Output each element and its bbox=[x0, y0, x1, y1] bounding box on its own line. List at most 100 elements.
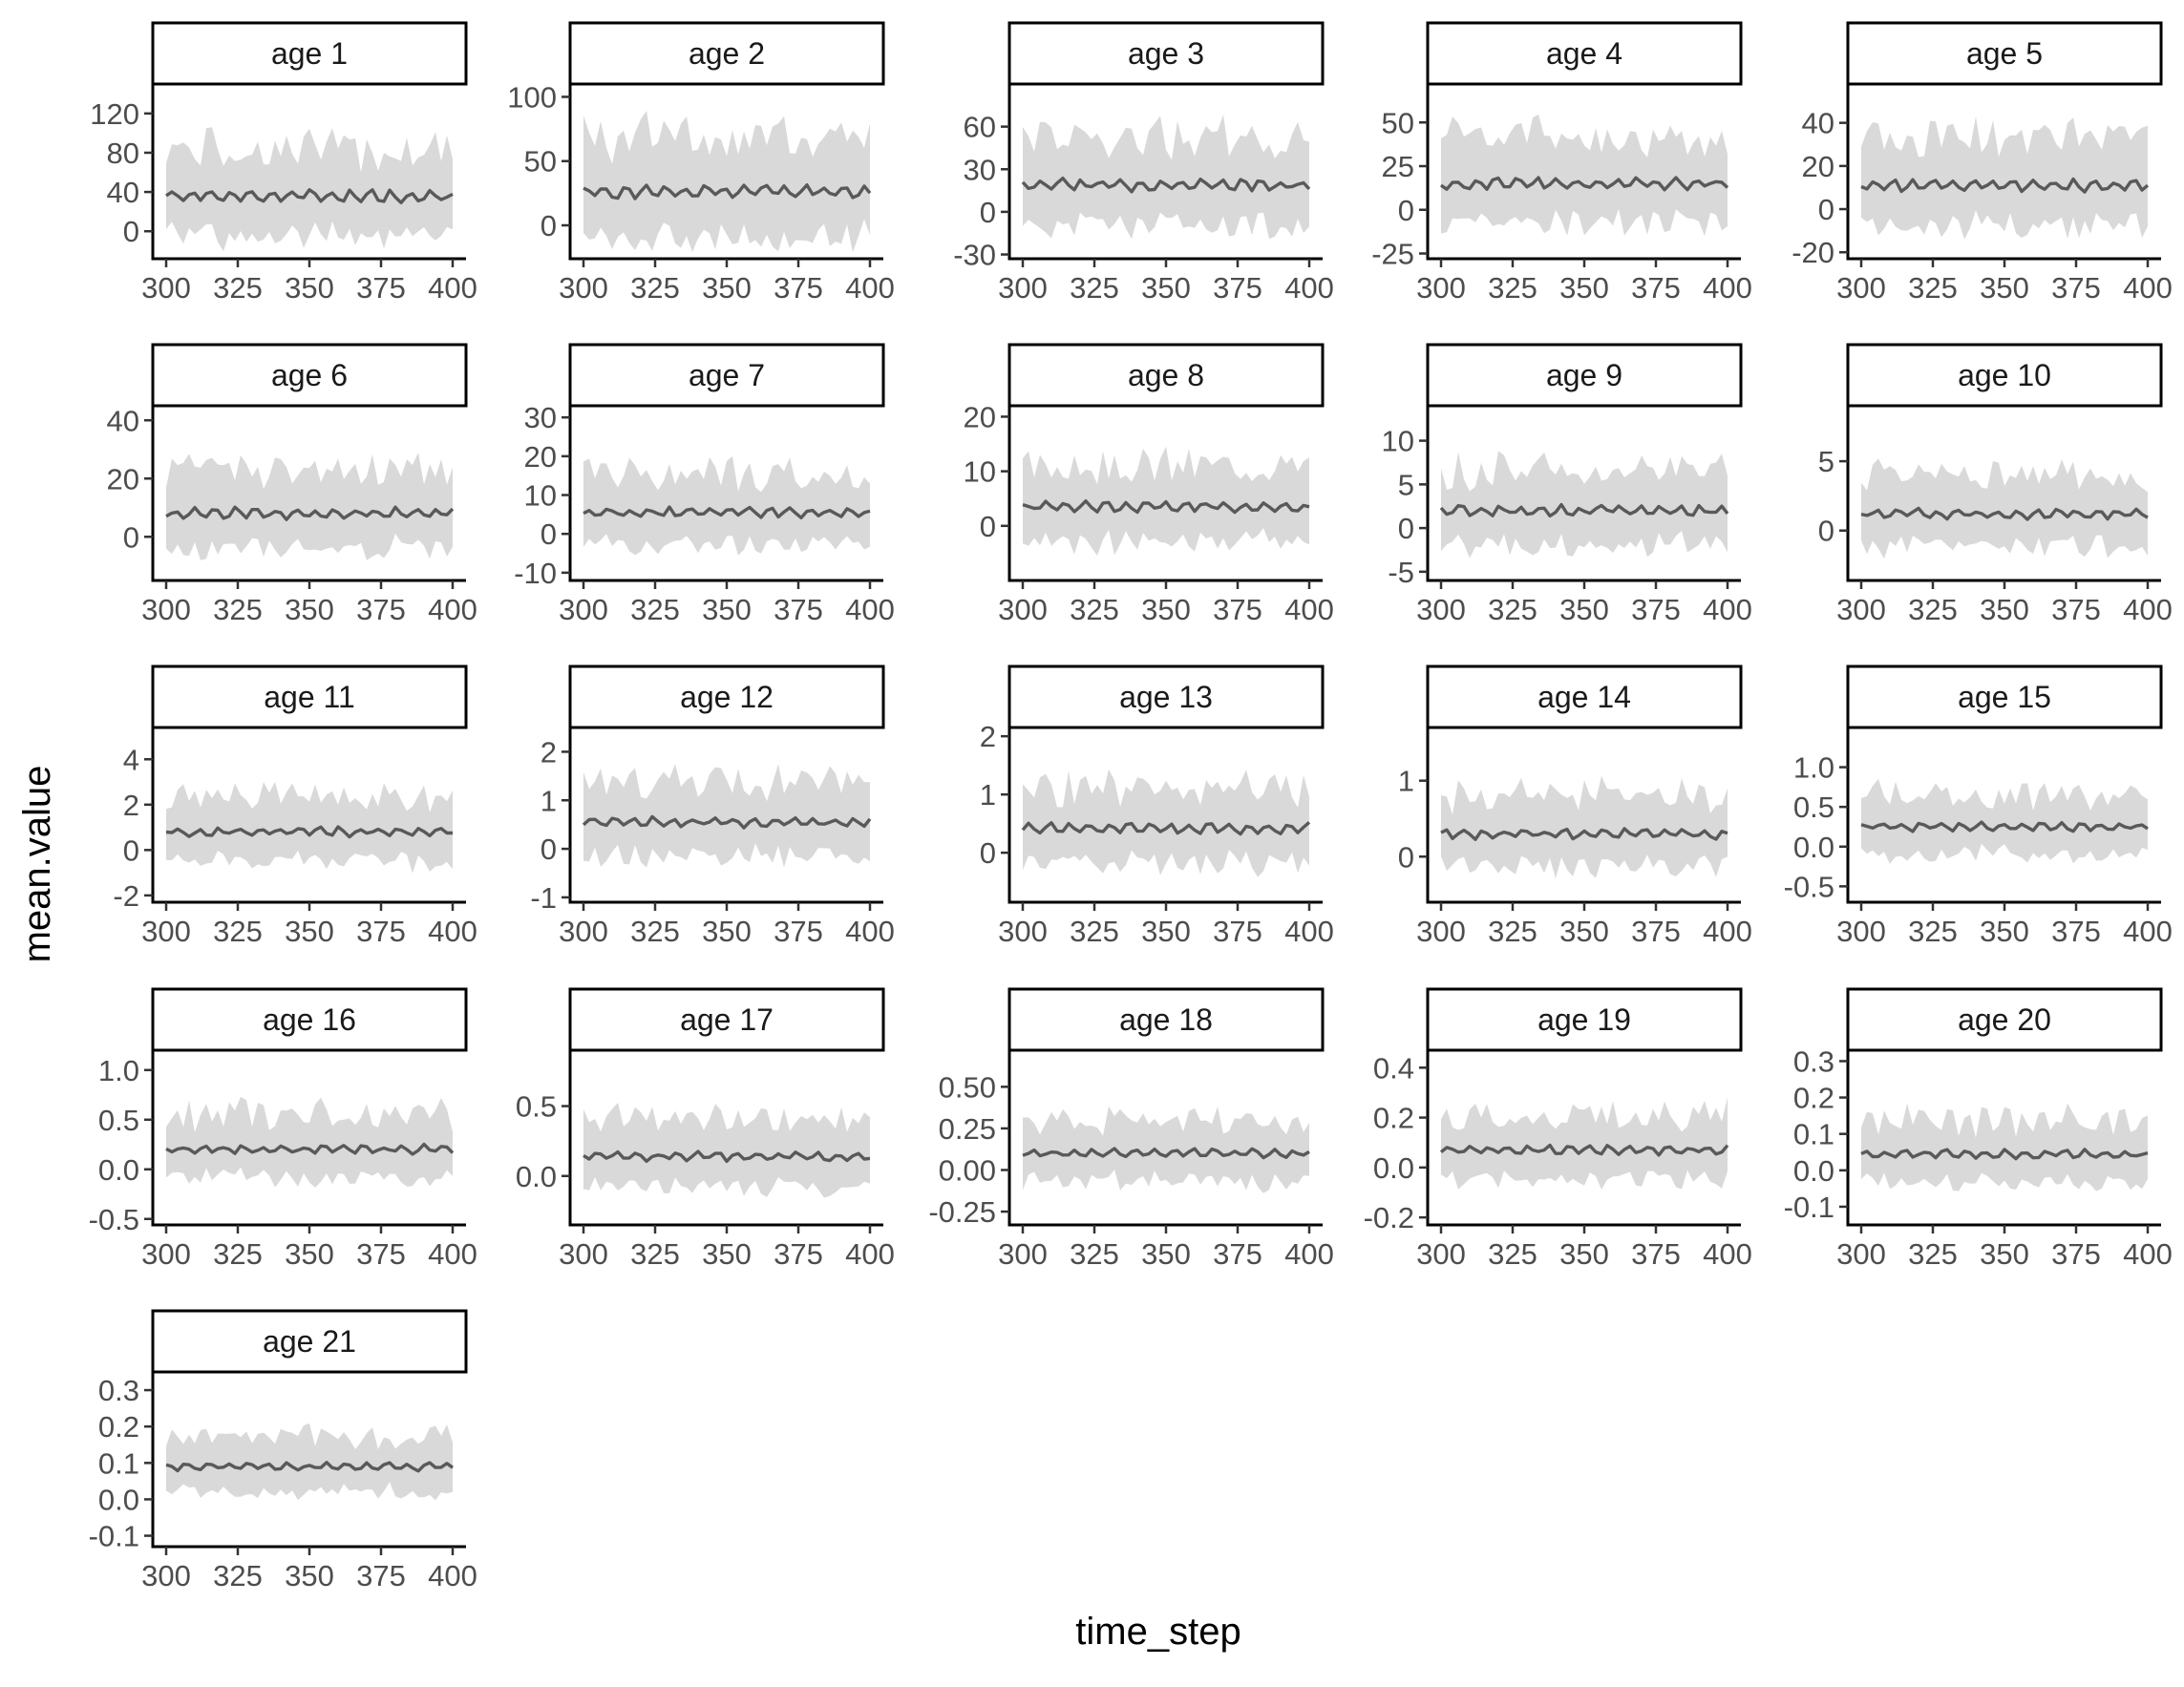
panel-16: age 16 -0.5 0.0 0.5 1.0 300 325 350 375 400 bbox=[89, 987, 477, 1271]
y-tick-label: 0 bbox=[541, 517, 557, 551]
y-tick-label: 0.0 bbox=[98, 1483, 139, 1516]
strip-box bbox=[151, 343, 468, 408]
y-tick-label: 0.1 bbox=[1793, 1118, 1834, 1151]
y-tick-label: 0 bbox=[123, 833, 139, 867]
strip-box bbox=[151, 21, 468, 86]
mean-line bbox=[1022, 499, 1310, 515]
x-tick-label: 325 bbox=[213, 271, 263, 305]
y-tick-label: -0.2 bbox=[1364, 1201, 1414, 1234]
x-tick-label: 300 bbox=[141, 271, 191, 305]
y-tick-label: 0 bbox=[1398, 194, 1414, 227]
x-tick-label: 350 bbox=[1980, 593, 2029, 626]
y-tick-label: 60 bbox=[964, 111, 996, 144]
panel-19: age 19 -0.2 0.0 0.2 0.4 300 325 350 375 400 bbox=[1364, 987, 1752, 1271]
x-tick-label: 325 bbox=[1488, 271, 1537, 305]
confidence-ribbon bbox=[1861, 116, 2148, 240]
y-tick-label: -0.1 bbox=[1784, 1191, 1834, 1224]
x-tick-label: 350 bbox=[285, 271, 334, 305]
strip-label: age 3 bbox=[1128, 36, 1204, 71]
y-tick-label: 1 bbox=[1398, 765, 1414, 798]
panel-3: age 3 -30 0 30 60 300 325 350 375 400 bbox=[953, 21, 1334, 305]
y-tick-label: 1.0 bbox=[1793, 751, 1834, 785]
strip-label: age 4 bbox=[1546, 36, 1622, 71]
mean-line bbox=[1439, 1143, 1729, 1157]
x-tick-label: 350 bbox=[1141, 1237, 1191, 1271]
x-tick-label: 400 bbox=[428, 271, 477, 305]
strip-label: age 19 bbox=[1537, 1002, 1631, 1037]
y-tick-label: 0.0 bbox=[1793, 831, 1834, 864]
y-tick-label: 0 bbox=[541, 209, 557, 243]
x-tick-label: 300 bbox=[559, 271, 608, 305]
strip-label: age 20 bbox=[1958, 1002, 2051, 1037]
y-tick-label: 30 bbox=[524, 401, 557, 434]
y-tick-label: 40 bbox=[107, 404, 139, 437]
x-tick-label: 350 bbox=[702, 593, 752, 626]
x-tick-label: 325 bbox=[630, 915, 680, 948]
x-tick-label: 350 bbox=[285, 915, 334, 948]
y-axis-title: mean.value bbox=[16, 766, 58, 963]
x-tick-label: 300 bbox=[998, 915, 1048, 948]
y-tick-label: 0.2 bbox=[1373, 1102, 1414, 1135]
strip-box bbox=[568, 21, 885, 86]
x-tick-label: 375 bbox=[2051, 1237, 2101, 1271]
strip-box bbox=[1007, 987, 1325, 1052]
strip-label: age 15 bbox=[1958, 680, 2051, 714]
y-tick-label: 2 bbox=[541, 735, 557, 769]
mean-line bbox=[1860, 506, 2149, 521]
y-tick-label: 0.5 bbox=[1793, 791, 1834, 824]
panel-7: age 7 -10 0 10 20 30 300 325 350 375 400 bbox=[514, 343, 895, 626]
confidence-ribbon bbox=[583, 455, 870, 556]
x-tick-label: 375 bbox=[1631, 593, 1681, 626]
y-tick-label: 0.2 bbox=[98, 1410, 139, 1444]
confidence-ribbon bbox=[583, 1103, 870, 1198]
strip-box bbox=[151, 664, 468, 729]
confidence-ribbon bbox=[1441, 114, 1728, 237]
x-tick-label: 325 bbox=[1908, 593, 1958, 626]
x-tick-label: 300 bbox=[141, 915, 191, 948]
strip-box bbox=[1846, 664, 2163, 729]
y-tick-label: -25 bbox=[1371, 238, 1414, 271]
x-tick-label: 375 bbox=[356, 1237, 406, 1271]
y-tick-label: 0 bbox=[1398, 512, 1414, 545]
confidence-ribbon bbox=[166, 453, 453, 560]
strip-label: age 13 bbox=[1119, 680, 1213, 714]
confidence-ribbon bbox=[583, 764, 870, 868]
y-tick-label: -2 bbox=[113, 879, 139, 913]
y-tick-label: 0 bbox=[123, 520, 139, 554]
y-tick-label: 0.2 bbox=[1793, 1082, 1834, 1115]
x-tick-label: 325 bbox=[630, 1237, 680, 1271]
strip-label: age 10 bbox=[1958, 358, 2051, 392]
x-tick-label: 375 bbox=[1631, 1237, 1681, 1271]
y-tick-label: 0.0 bbox=[516, 1160, 557, 1193]
x-tick-label: 300 bbox=[1836, 1237, 1886, 1271]
strip-box bbox=[1007, 21, 1325, 86]
mean-line bbox=[1440, 176, 1729, 192]
x-tick-label: 375 bbox=[774, 1237, 823, 1271]
strip-label: age 6 bbox=[271, 358, 348, 392]
y-tick-label: 5 bbox=[1398, 468, 1414, 501]
strip-box bbox=[1846, 343, 2163, 408]
x-tick-label: 375 bbox=[1213, 593, 1262, 626]
mean-line bbox=[583, 505, 871, 519]
x-tick-label: 375 bbox=[1631, 915, 1681, 948]
x-tick-label: 300 bbox=[141, 1559, 191, 1592]
y-tick-label: 0.50 bbox=[939, 1070, 996, 1104]
y-tick-label: -0.25 bbox=[928, 1195, 996, 1229]
y-tick-label: 0 bbox=[541, 833, 557, 866]
x-tick-label: 300 bbox=[1836, 915, 1886, 948]
x-tick-label: 300 bbox=[998, 271, 1048, 305]
strip-label: age 8 bbox=[1128, 358, 1204, 392]
confidence-ribbon bbox=[1441, 451, 1728, 559]
mean-line bbox=[1021, 177, 1311, 194]
strip-label: age 17 bbox=[680, 1002, 774, 1037]
panel-5: age 5 -20 0 20 40 300 325 350 375 400 bbox=[1792, 21, 2173, 305]
strip-box bbox=[1426, 21, 1743, 86]
y-tick-label: 0 bbox=[980, 510, 996, 543]
x-tick-label: 400 bbox=[1703, 915, 1752, 948]
panel-18: age 18 -0.25 0.00 0.25 0.50 300 325 350 375 400 bbox=[928, 987, 1334, 1271]
y-tick-label: -0.5 bbox=[89, 1203, 139, 1236]
x-tick-label: 350 bbox=[1141, 915, 1191, 948]
mean-line bbox=[1440, 827, 1728, 841]
x-tick-label: 400 bbox=[428, 593, 477, 626]
